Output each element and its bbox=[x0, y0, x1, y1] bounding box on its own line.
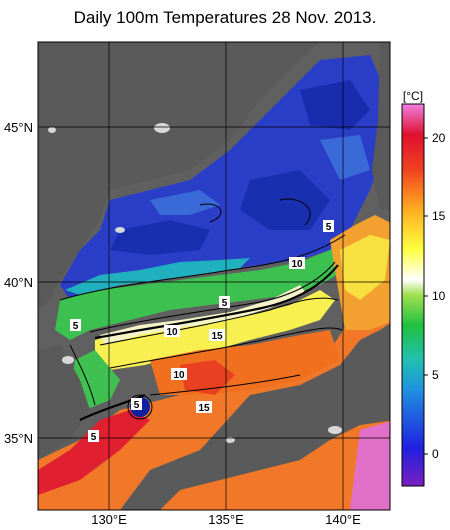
colorbar-unit: [°C] bbox=[403, 89, 423, 103]
colorbar-ticks bbox=[424, 137, 428, 455]
contour-label-item: 5 bbox=[219, 296, 230, 309]
svg-text:5: 5 bbox=[222, 298, 228, 309]
contour-lines bbox=[59, 198, 346, 420]
lat-label-40: 40°N bbox=[4, 275, 33, 290]
svg-text:5: 5 bbox=[73, 321, 79, 332]
contour-label-item: 15 bbox=[196, 401, 212, 414]
svg-text:15: 15 bbox=[211, 331, 223, 342]
contour-label-item: 5 bbox=[131, 398, 142, 411]
colorbar-tick-15: 15 bbox=[432, 209, 446, 223]
contour-label-item: 5 bbox=[88, 430, 99, 443]
contour-labels: 5 10 5 5 10 15 10 5 15 5 bbox=[70, 220, 334, 443]
lat-label-35: 35°N bbox=[4, 431, 33, 446]
contour-label-item: 10 bbox=[171, 368, 187, 381]
colorbar-tick-10: 10 bbox=[432, 289, 446, 303]
grid bbox=[38, 42, 390, 510]
svg-text:15: 15 bbox=[198, 403, 210, 414]
map-frame bbox=[37, 41, 391, 511]
colorbar-tick-5: 5 bbox=[432, 368, 439, 382]
contour-label-item: 10 bbox=[289, 257, 305, 270]
lon-label-130: 130°E bbox=[91, 512, 127, 527]
contour-label-item: 10 bbox=[164, 325, 180, 338]
lon-label-135: 135°E bbox=[208, 512, 244, 527]
map-title: Daily 100m Temperatures 28 Nov. 2013. bbox=[73, 8, 377, 27]
islands bbox=[48, 123, 342, 443]
lon-label-140: 140°E bbox=[325, 512, 361, 527]
svg-text:10: 10 bbox=[291, 259, 303, 270]
svg-text:10: 10 bbox=[166, 327, 178, 338]
colorbar-tick-20: 20 bbox=[432, 131, 446, 145]
svg-text:5: 5 bbox=[134, 400, 140, 411]
contour-label-item: 5 bbox=[70, 319, 81, 332]
contour-label-item: 5 bbox=[323, 220, 334, 233]
thick-contours bbox=[79, 264, 339, 421]
colorbar bbox=[401, 103, 425, 487]
lat-label-45: 45°N bbox=[4, 120, 33, 135]
land-masses bbox=[38, 42, 390, 510]
colorbar-tick-0: 0 bbox=[432, 447, 439, 461]
svg-text:5: 5 bbox=[91, 432, 97, 443]
svg-text:5: 5 bbox=[326, 222, 332, 233]
contour-label-item: 15 bbox=[209, 329, 225, 342]
svg-text:10: 10 bbox=[173, 370, 185, 381]
